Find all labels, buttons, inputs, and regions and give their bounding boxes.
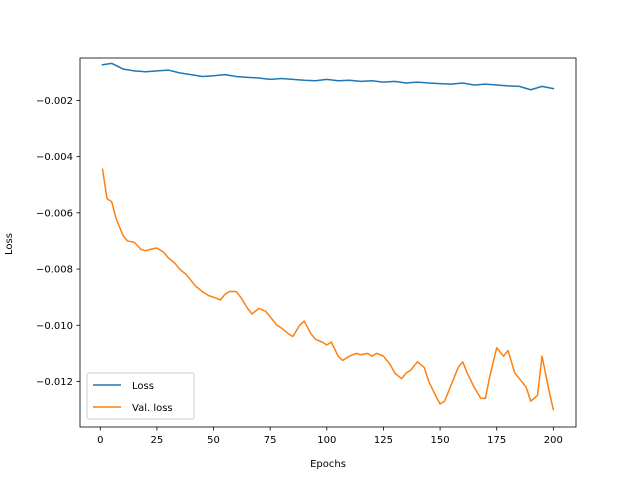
x-tick-label: 125 <box>374 435 393 446</box>
y-axis-label: Loss <box>4 233 15 255</box>
y-tick-label: −0.012 <box>36 377 73 388</box>
y-tick-label: −0.008 <box>36 265 73 276</box>
y-tick-label: −0.006 <box>36 208 73 219</box>
x-tick-label: 200 <box>544 435 563 446</box>
legend-label-loss: Loss <box>132 381 154 392</box>
x-tick-label: 175 <box>487 435 506 446</box>
x-tick-label: 100 <box>317 435 336 446</box>
series-line-val-loss <box>101 168 555 411</box>
legend-label-val-loss: Val. loss <box>132 403 173 414</box>
y-tick-label: −0.010 <box>36 321 73 332</box>
x-tick-label: 75 <box>264 435 277 446</box>
x-axis-label: Epochs <box>310 459 346 470</box>
y-tick-label: −0.004 <box>36 152 73 163</box>
x-tick-label: 0 <box>97 435 103 446</box>
plot-area <box>101 62 555 411</box>
y-tick-label: −0.002 <box>36 96 73 107</box>
legend: Loss Val. loss <box>86 372 195 420</box>
x-tick-label: 150 <box>431 435 450 446</box>
series-line-loss <box>101 62 555 91</box>
x-tick-label: 25 <box>151 435 164 446</box>
y-axis-ticks: −0.002 −0.004 −0.006 −0.008 −0.010 −0.012 <box>36 96 80 388</box>
x-axis-ticks: 0 25 50 75 100 125 150 175 200 <box>97 427 563 446</box>
axes-frame <box>79 57 577 428</box>
x-tick-label: 50 <box>207 435 220 446</box>
